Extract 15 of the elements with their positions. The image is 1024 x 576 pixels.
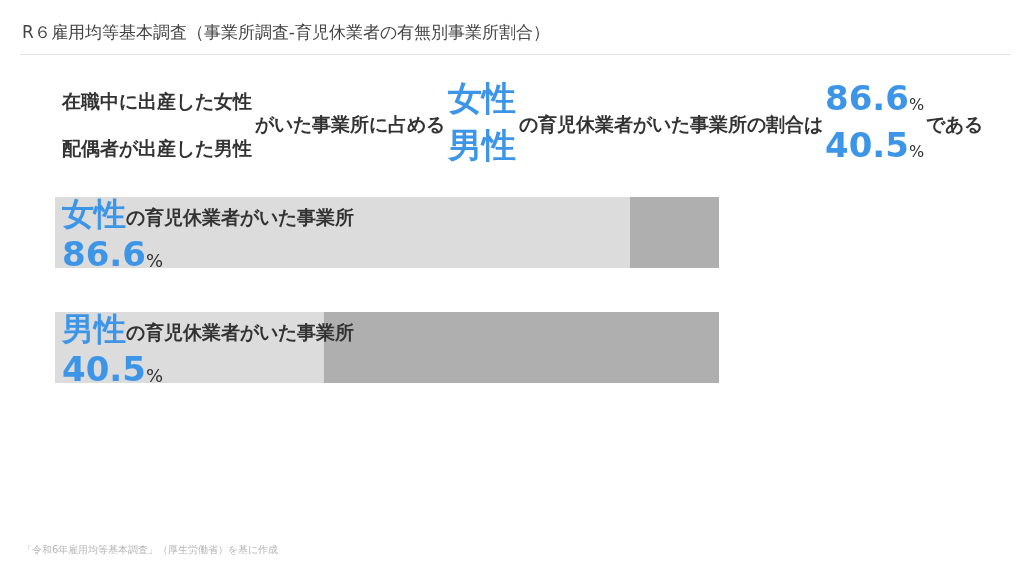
annotation: 配偶者が出産した男性 [62, 137, 252, 159]
text: である [926, 113, 984, 135]
y-tick-label: 女性の育児休業者がいた事業所 [61, 195, 354, 234]
text: がいた事業所に占める [254, 113, 445, 135]
y-tick-label: 男性の育児休業者がいた事業所 [61, 310, 354, 349]
text: 40.5% [825, 125, 925, 165]
text: 86.6% [825, 78, 925, 118]
data-label: 86.6% [62, 233, 163, 274]
annotation: 男性 [447, 125, 516, 165]
data-label: 40.5% [62, 348, 163, 389]
text: 在職中に出産した女性 [61, 90, 252, 112]
text: の育児休業者がいた事業所の割合は [519, 113, 823, 135]
chart-title: R６雇用均等基本調査（事業所調査-育児休業者の有無別事業所割合） [22, 22, 550, 42]
text: 「令和6年雇用均等基本調査」（厚生労働省）を基に作成 [22, 543, 279, 555]
text: 女性 [447, 78, 516, 118]
